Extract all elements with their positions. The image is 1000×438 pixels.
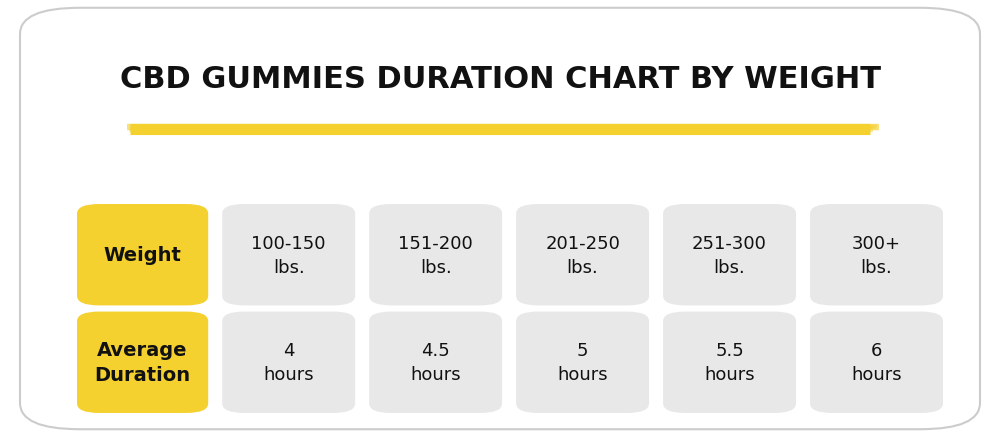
FancyBboxPatch shape	[369, 312, 502, 413]
Text: 5
hours: 5 hours	[557, 342, 608, 383]
Text: 6
hours: 6 hours	[851, 342, 902, 383]
FancyBboxPatch shape	[516, 205, 649, 306]
FancyBboxPatch shape	[810, 205, 943, 306]
Text: 300+
lbs.: 300+ lbs.	[852, 234, 901, 276]
FancyBboxPatch shape	[222, 205, 355, 306]
FancyBboxPatch shape	[810, 312, 943, 413]
Text: 4.5
hours: 4.5 hours	[410, 342, 461, 383]
FancyBboxPatch shape	[663, 312, 796, 413]
Text: 4
hours: 4 hours	[263, 342, 314, 383]
FancyBboxPatch shape	[369, 205, 502, 306]
FancyBboxPatch shape	[516, 312, 649, 413]
FancyBboxPatch shape	[222, 312, 355, 413]
Text: CBD GUMMIES DURATION CHART BY WEIGHT: CBD GUMMIES DURATION CHART BY WEIGHT	[120, 64, 881, 93]
Text: Weight: Weight	[104, 246, 182, 265]
Text: 100-150
lbs.: 100-150 lbs.	[251, 234, 326, 276]
FancyBboxPatch shape	[77, 312, 208, 413]
FancyBboxPatch shape	[20, 9, 980, 429]
FancyBboxPatch shape	[663, 205, 796, 306]
Text: 251-300
lbs.: 251-300 lbs.	[692, 234, 767, 276]
Text: 151-200
lbs.: 151-200 lbs.	[398, 234, 473, 276]
FancyBboxPatch shape	[77, 205, 208, 306]
Text: 5.5
hours: 5.5 hours	[704, 342, 755, 383]
Text: Average
Duration: Average Duration	[95, 340, 191, 385]
Text: 201-250
lbs.: 201-250 lbs.	[545, 234, 620, 276]
